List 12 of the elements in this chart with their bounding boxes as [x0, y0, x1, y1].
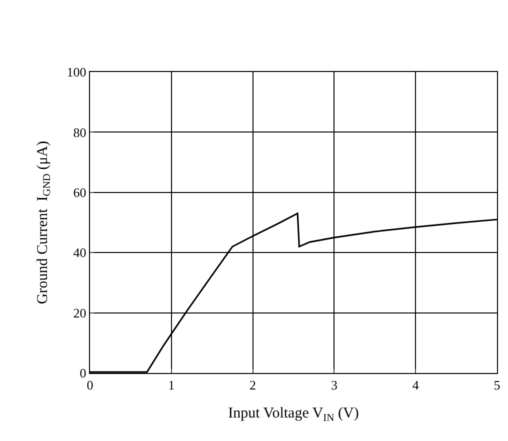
y-tick-label: 80: [73, 124, 86, 140]
y-tick-label: 20: [73, 305, 86, 320]
x-axis-title: Input Voltage V$_{IN}$ (V): [228, 406, 359, 424]
x-tick-label: 1: [168, 378, 175, 393]
y-tick-label: 40: [73, 245, 86, 260]
x-tick-label: 4: [412, 378, 420, 393]
y-tick-label: 0: [80, 366, 86, 381]
y-tick-label: 60: [73, 184, 86, 200]
x-tick-label: 3: [330, 378, 338, 393]
y-tick-label: 100: [66, 64, 86, 80]
x-tick-label: 2: [250, 378, 256, 393]
x-tick-label: 5: [494, 378, 500, 393]
